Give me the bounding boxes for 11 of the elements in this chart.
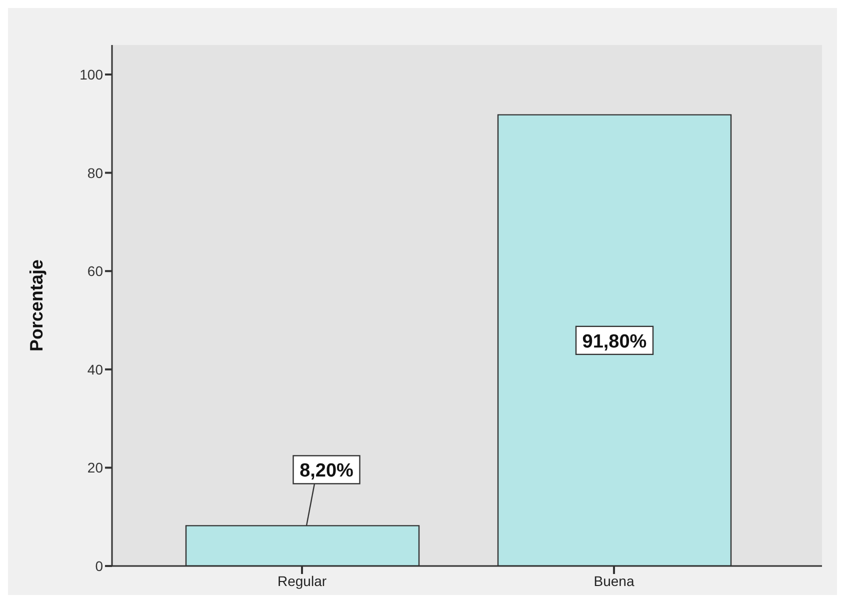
y-tick-label: 40 bbox=[87, 361, 104, 378]
data-label: 8,20% bbox=[300, 460, 354, 482]
x-tick-label: Buena bbox=[594, 572, 634, 589]
y-tick-label: 60 bbox=[87, 263, 104, 280]
y-tick-label: 20 bbox=[87, 460, 104, 476]
y-tick-label: 100 bbox=[80, 66, 104, 82]
y-axis-title: Porcentaje bbox=[26, 259, 46, 352]
x-tick-label: Regular bbox=[277, 572, 327, 589]
y-tick-label: 0 bbox=[95, 558, 104, 574]
data-label: 91,80% bbox=[582, 331, 647, 352]
y-tick-label: 80 bbox=[87, 164, 104, 181]
